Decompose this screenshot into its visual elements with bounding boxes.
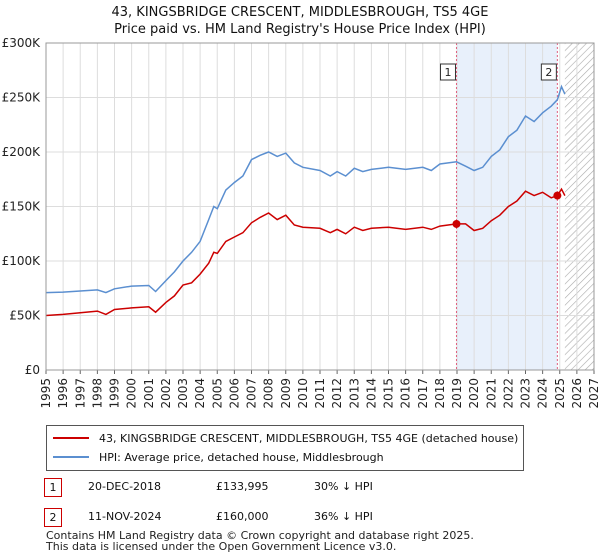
x-tick-label: 2004	[193, 378, 207, 409]
y-tick-label: £150K	[2, 200, 42, 214]
footer-line-2: This data is licensed under the Open Gov…	[46, 540, 397, 553]
x-tick-label: 2019	[450, 378, 464, 409]
x-tick-label: 2008	[262, 378, 276, 409]
x-tick-label: 2006	[227, 378, 241, 409]
legend-label-property: 43, KINGSBRIDGE CRESCENT, MIDDLESBROUGH,…	[99, 431, 519, 445]
chart-legend: 43, KINGSBRIDGE CRESCENT, MIDDLESBROUGH,…	[46, 425, 524, 471]
x-tick-label: 1997	[73, 378, 87, 409]
plot-frame	[45, 42, 595, 371]
y-tick-label: £200K	[2, 145, 42, 159]
annotation-row: 2 11-NOV-2024 £160,000 36% ↓ HPI	[44, 508, 564, 528]
sale-point	[452, 219, 461, 228]
legend-label-hpi: HPI: Average price, detached house, Midd…	[99, 450, 384, 464]
annotation-price: £133,995	[216, 480, 269, 493]
x-tick-label: 2009	[279, 378, 293, 409]
annotation-number: 2	[44, 508, 62, 527]
x-tick-label: 2005	[210, 378, 224, 409]
sale-point	[553, 191, 562, 200]
marker-label-box	[439, 63, 456, 81]
series-line-hpi	[45, 84, 566, 294]
legend-swatch-hpi	[53, 456, 89, 458]
title-line-2: Price paid vs. HM Land Registry's House …	[114, 22, 486, 37]
annotation-hpi: 36% ↓ HPI	[314, 510, 373, 523]
y-tick-label: £100K	[2, 254, 42, 268]
x-tick-label: 2027	[587, 378, 600, 409]
x-tick-label: 2017	[416, 378, 430, 409]
x-tick-label: 2025	[553, 378, 567, 409]
x-tick-label: 1998	[90, 378, 104, 409]
y-tick-label: £300K	[2, 36, 42, 50]
y-tick-label: £50K	[9, 309, 41, 323]
title-line-1: 43, KINGSBRIDGE CRESCENT, MIDDLESBROUGH,…	[111, 5, 489, 20]
annotation-date: 11-NOV-2024	[88, 510, 162, 523]
legend-swatch-property	[53, 437, 89, 439]
x-tick-label: 2026	[570, 378, 584, 409]
x-tick-label: 2015	[382, 378, 396, 409]
x-tick-label: 2013	[347, 378, 361, 409]
series-line-property	[45, 187, 566, 317]
marker-label-box	[540, 63, 557, 81]
annotation-date: 20-DEC-2018	[88, 480, 162, 493]
legend-item-property: 43, KINGSBRIDGE CRESCENT, MIDDLESBROUGH,…	[53, 429, 518, 447]
x-tick-label: 2024	[536, 378, 550, 409]
x-tick-label: 2001	[142, 378, 156, 409]
marker-label: 1	[444, 66, 451, 79]
chart-title: 43, KINGSBRIDGE CRESCENT, MIDDLESBROUGH,…	[0, 4, 600, 38]
x-tick-label: 2020	[467, 378, 481, 409]
x-tick-label: 2002	[159, 378, 173, 409]
x-tick-label: 2007	[245, 378, 259, 409]
x-tick-label: 2022	[501, 378, 515, 409]
x-tick-label: 1999	[108, 378, 122, 409]
x-tick-label: 2021	[484, 378, 498, 409]
x-tick-label: 2016	[399, 378, 413, 409]
x-tick-label: 1996	[56, 378, 70, 409]
footer-attribution: Contains HM Land Registry data © Crown c…	[46, 530, 474, 552]
y-tick-label: £0	[25, 363, 40, 377]
annotation-price: £160,000	[216, 510, 269, 523]
marker-label: 2	[545, 66, 552, 79]
annotation-row: 1 20-DEC-2018 £133,995 30% ↓ HPI	[44, 478, 564, 498]
footer-line-1: Contains HM Land Registry data © Crown c…	[46, 529, 474, 542]
x-tick-label: 2014	[364, 378, 378, 409]
x-tick-label: 2011	[313, 378, 327, 409]
annotation-number: 1	[44, 478, 62, 497]
x-tick-label: 2010	[296, 378, 310, 409]
x-tick-label: 2000	[125, 378, 139, 409]
x-tick-label: 2018	[433, 378, 447, 409]
x-tick-label: 1995	[39, 378, 53, 409]
annotation-hpi: 30% ↓ HPI	[314, 480, 373, 493]
x-tick-label: 2023	[519, 378, 533, 409]
x-tick-label: 2003	[176, 378, 190, 409]
legend-item-hpi: HPI: Average price, detached house, Midd…	[53, 448, 384, 466]
y-tick-label: £250K	[2, 91, 42, 105]
x-tick-label: 2012	[330, 378, 344, 409]
